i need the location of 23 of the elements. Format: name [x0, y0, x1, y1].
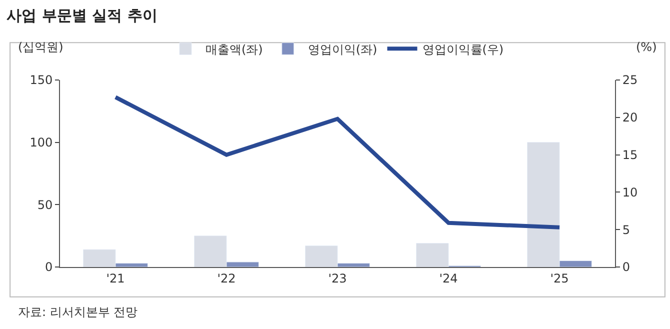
line-series: [114, 95, 562, 230]
chart-title: 사업 부문별 실적 추이: [6, 6, 158, 24]
y-axis-title: (십억원): [18, 40, 64, 54]
legend-label: 영업이익률(우): [422, 42, 504, 56]
y2-tick-label: 0: [622, 260, 630, 274]
y-tick-label: 100: [30, 136, 53, 150]
y-tick-label: 50: [37, 198, 53, 212]
y2-tick-label: 10: [622, 185, 638, 200]
legend-label: 영업이익(좌): [308, 42, 378, 56]
x-tick-label: '22: [217, 271, 236, 286]
x-tick-label: '21: [106, 271, 125, 286]
text: 자료: 리서치본부 전망: [18, 305, 138, 319]
x-tick-label: '23: [328, 271, 347, 286]
y2-tick-label: 25: [622, 73, 638, 88]
y-tick-label: 150: [30, 73, 53, 88]
y-tick-label: 0: [44, 260, 53, 274]
y2-tick-label: 20: [622, 110, 638, 125]
y2-axis-title: (%): [636, 40, 657, 54]
y2-tick-label: 15: [622, 148, 638, 162]
y2-tick-label: 5: [622, 222, 630, 237]
x-tick-label: '25: [550, 271, 569, 286]
x-tick-label: '24: [439, 271, 458, 286]
legend-label: 매출액(좌): [206, 42, 263, 56]
